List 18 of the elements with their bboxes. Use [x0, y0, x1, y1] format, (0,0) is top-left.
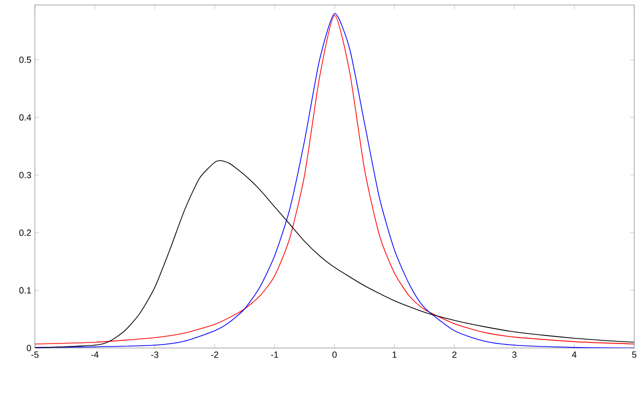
- y-tick-label: 0: [26, 344, 32, 352]
- x-tick-label: -5: [31, 352, 38, 358]
- x-tick-label: 3: [512, 352, 516, 358]
- x-tick-label: -2: [211, 352, 218, 358]
- x-tick-label: 1: [392, 352, 397, 358]
- y-tick-label: 0.1: [19, 287, 31, 294]
- x-tick-label: 4: [572, 352, 576, 358]
- y-tick-label: 0.5: [19, 56, 32, 63]
- x-tick-label: 2: [452, 352, 456, 358]
- x-tick-label: 0: [332, 352, 337, 358]
- y-tick-label: 0.2: [19, 230, 31, 236]
- x-tick-label: -1: [271, 352, 278, 358]
- y-tick-label: 0.3: [19, 172, 31, 178]
- line-series: [34, 160, 634, 348]
- x-tick-label: -3: [151, 352, 158, 358]
- x-tick-label: -4: [91, 352, 99, 358]
- x-tick-label: 5: [632, 352, 636, 358]
- y-tick-label: 0.4: [19, 114, 32, 121]
